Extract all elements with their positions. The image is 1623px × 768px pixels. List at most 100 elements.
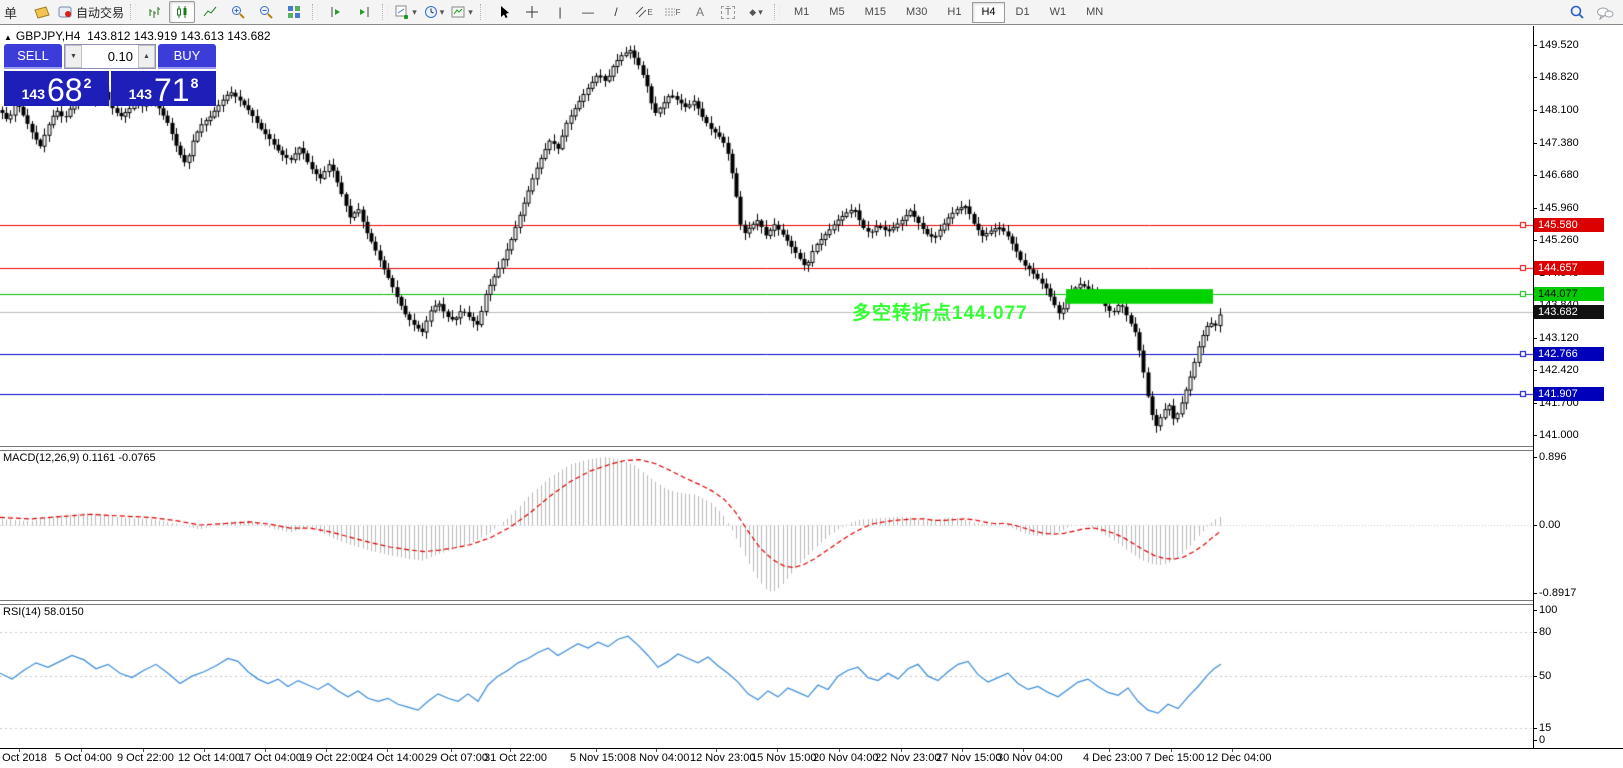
chat-icon: [1597, 7, 1614, 20]
timeframe-d1-button[interactable]: D1: [1015, 5, 1030, 18]
zoom-in-icon: [232, 6, 245, 19]
volume-increase-button[interactable]: ▲: [138, 45, 155, 68]
buy-price-point: 8: [190, 75, 199, 91]
tile-windows-icon: [288, 6, 301, 18]
time-axis-tick: [1023, 749, 1024, 752]
zoom-in-button[interactable]: [225, 1, 251, 23]
trendline-tool-button[interactable]: /: [603, 1, 629, 23]
text-tool-button[interactable]: A: [687, 1, 713, 23]
chart-shift-icon: [360, 7, 369, 17]
time-axis-tick: [265, 749, 266, 752]
pane-splitter[interactable]: [0, 446, 1533, 451]
sell-price-point: 2: [83, 75, 92, 91]
chat-button[interactable]: [1592, 2, 1618, 24]
zoom-out-button[interactable]: [253, 1, 279, 23]
main-price-chart[interactable]: [0, 26, 1533, 446]
timeframe-menu-button[interactable]: ▾: [421, 1, 447, 23]
sell-price-figure: 143: [21, 86, 45, 102]
rsi-scale-label: 80: [1539, 625, 1552, 638]
time-axis-label: 29 Oct 07:00: [425, 752, 488, 764]
arrows-tool-button[interactable]: ◆ ▾: [743, 1, 769, 23]
time-axis-tick: [326, 749, 327, 752]
chart-window: ▲ GBPJPY,H4 143.812 143.919 143.613 143.6…: [0, 26, 1623, 768]
timeframe-m30-button[interactable]: M30: [905, 5, 928, 18]
zoom-out-icon: [260, 6, 273, 19]
time-axis-label: 5 Oct 04:00: [55, 752, 112, 764]
axis-tick-mark: [1533, 740, 1537, 741]
horizontal-line-tool-button[interactable]: —: [575, 1, 601, 23]
timeframe-h4-button[interactable]: H4: [972, 1, 1005, 23]
crosshair-tool-button[interactable]: [519, 1, 545, 23]
new-chart-button[interactable]: ▾: [393, 1, 419, 23]
pane-splitter[interactable]: [0, 600, 1533, 605]
vertical-line-tool-button[interactable]: |: [547, 1, 573, 23]
time-axis-tick: [901, 749, 902, 752]
timeframe-m1-button[interactable]: M1: [794, 5, 810, 18]
search-button[interactable]: [1564, 2, 1590, 24]
buy-button[interactable]: BUY: [158, 44, 216, 69]
time-axis-tick: [19, 749, 20, 752]
price-tick-label: 145.260: [1539, 234, 1579, 247]
time-axis-label: 9 Oct 22:00: [117, 752, 174, 764]
indicators-icon: [451, 6, 465, 18]
sell-button[interactable]: SELL: [4, 44, 62, 69]
time-axis-label: 12 Dec 04:00: [1206, 752, 1272, 764]
one-click-trading-panel: SELL ▼ ▲ BUY 143 68 2 143 71 8: [4, 44, 216, 106]
label-tool-button[interactable]: T: [715, 1, 741, 23]
axis-tick-mark: [1533, 676, 1537, 678]
rsi-scale-label: 100: [1539, 604, 1558, 616]
axis-tick-mark: [1533, 456, 1537, 458]
time-axis[interactable]: 2 Oct 2018 5 Oct 04:00 9 Oct 22:00 12 Oct 1…: [0, 748, 1623, 768]
cursor-icon: [501, 6, 510, 18]
timeframe-w1-button[interactable]: W1: [1049, 5, 1067, 18]
indicators-menu-button[interactable]: ▾: [449, 1, 475, 23]
channel-icon: [635, 6, 647, 18]
fibonacci-tool-button[interactable]: F: [659, 1, 685, 23]
rsi-indicator-chart[interactable]: [0, 605, 1533, 748]
axis-tick-mark: [1533, 338, 1537, 340]
axis-tick-mark: [1533, 592, 1537, 594]
chevron-down-icon: ▾: [412, 6, 417, 17]
autotrading-button[interactable]: 自动交易: [57, 1, 125, 23]
axis-tick-mark: [1533, 610, 1537, 611]
time-axis-label: 31 Oct 22:00: [484, 752, 547, 764]
line-chart-button[interactable]: [197, 1, 223, 23]
time-axis-tick: [839, 749, 840, 752]
new-order-button[interactable]: 单: [1, 1, 27, 23]
toolbar-grip: [774, 4, 781, 20]
chart-text-annotation[interactable]: 多空转折点144.077: [852, 303, 1028, 324]
sell-price-pips: 68: [46, 72, 83, 108]
channel-tool-button[interactable]: E: [631, 1, 657, 23]
toolbar: 单 自动交易: [0, 0, 1623, 25]
timeframe-m5-button[interactable]: M5: [829, 5, 845, 18]
time-axis-label: 15 Nov 15:00: [751, 752, 817, 764]
volume-input[interactable]: [82, 45, 138, 68]
collapse-panel-icon[interactable]: ▲: [4, 33, 12, 42]
time-axis-tick: [1109, 749, 1110, 752]
sell-price[interactable]: 143 68 2: [4, 71, 109, 106]
price-tick-label: 143.120: [1539, 332, 1579, 345]
axis-tick-mark: [1533, 631, 1537, 633]
buy-price[interactable]: 143 71 8: [111, 71, 216, 106]
auto-scroll-icon: [331, 7, 341, 17]
tile-windows-button[interactable]: [281, 1, 307, 23]
timeframe-mn-button[interactable]: MN: [1086, 5, 1104, 18]
candlestick-chart-button[interactable]: [169, 1, 196, 23]
axis-tick-mark: [1533, 143, 1537, 144]
macd-indicator-chart[interactable]: [0, 451, 1533, 600]
cursor-tool-button[interactable]: [491, 1, 517, 23]
timeframe-m15-button[interactable]: M15: [864, 5, 886, 18]
bar-chart-button[interactable]: [141, 1, 167, 23]
auto-scroll-button[interactable]: [323, 1, 349, 23]
mail-button[interactable]: [29, 1, 55, 23]
toolbar-grip: [312, 4, 319, 20]
time-axis-tick: [81, 749, 82, 752]
chart-shift-button[interactable]: [351, 1, 377, 23]
toolbar-grip: [480, 4, 487, 20]
time-axis-tick: [451, 749, 452, 752]
crosshair-icon: [526, 6, 539, 18]
fibonacci-label: F: [675, 7, 681, 17]
volume-decrease-button[interactable]: ▼: [65, 45, 82, 68]
time-axis-label: 2 Oct 2018: [0, 752, 47, 764]
timeframe-h1-button[interactable]: H1: [947, 5, 962, 18]
